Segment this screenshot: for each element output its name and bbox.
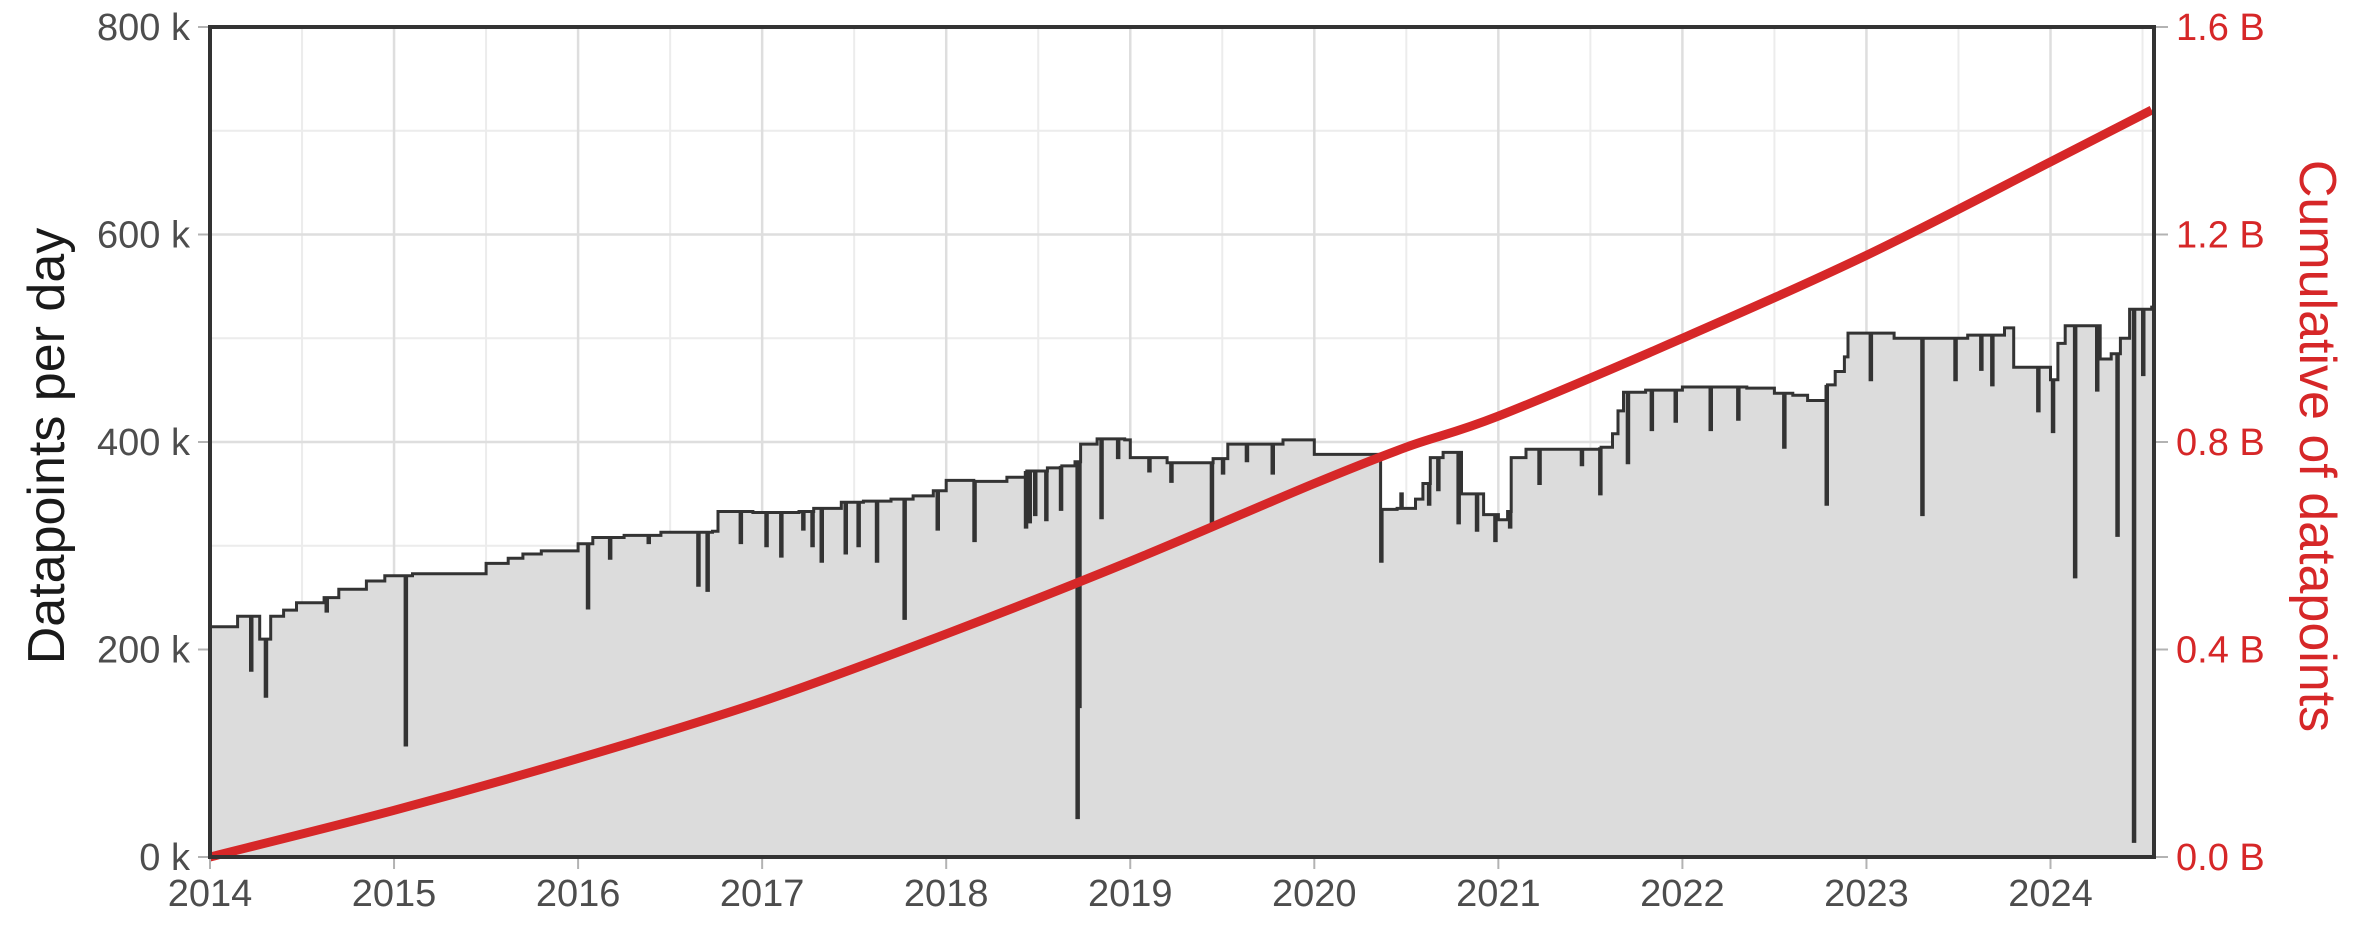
- y-tick-label: 600 k: [97, 215, 191, 257]
- y-right-tick-label: 0.4 B: [2176, 630, 2265, 672]
- datapoints-per-day-area: [210, 307, 2154, 858]
- x-tick-label: 2016: [536, 873, 621, 915]
- x-tick-label: 2019: [1088, 873, 1173, 915]
- y-tick-label: 0 k: [139, 837, 191, 879]
- plot-frame: [208, 25, 2156, 859]
- x-tick-label: 2018: [904, 873, 989, 915]
- y-axis-title-left: Datapoints per day: [18, 228, 76, 665]
- x-tick-label: 2021: [1456, 873, 1541, 915]
- x-tick-label: 2020: [1272, 873, 1357, 915]
- x-tick-label: 2023: [1824, 873, 1909, 915]
- y-right-tick-label: 0.0 B: [2176, 837, 2265, 879]
- x-axis: 2014 2015 2016 2017 2018 2019 2020 2021 2022 2023…: [168, 859, 2093, 915]
- y-axis-right: 0.0 B 0.4 B 0.8 B 1.2 B 1.6 B: [2156, 7, 2265, 879]
- x-tick-label: 2024: [2008, 873, 2093, 915]
- cumulative-line: [208, 105, 2154, 862]
- y-right-tick-label: 0.8 B: [2176, 422, 2265, 464]
- y-tick-label: 400 k: [97, 422, 191, 464]
- y-tick-label: 200 k: [97, 630, 191, 672]
- y-right-tick-label: 1.2 B: [2176, 215, 2265, 257]
- x-tick-label: 2014: [168, 873, 253, 915]
- x-tick-label: 2017: [720, 873, 805, 915]
- x-tick-label: 2022: [1640, 873, 1725, 915]
- x-tick-label: 2015: [352, 873, 437, 915]
- y-axis-title-right: Cumulative of datapoints: [2288, 160, 2346, 732]
- datapoints-per-day-line: [210, 305, 2154, 843]
- y-axis-left: 0 k 200 k 400 k 600 k 800 k: [97, 7, 208, 879]
- y-right-tick-label: 1.6 B: [2176, 7, 2265, 49]
- y-tick-label: 800 k: [97, 7, 191, 49]
